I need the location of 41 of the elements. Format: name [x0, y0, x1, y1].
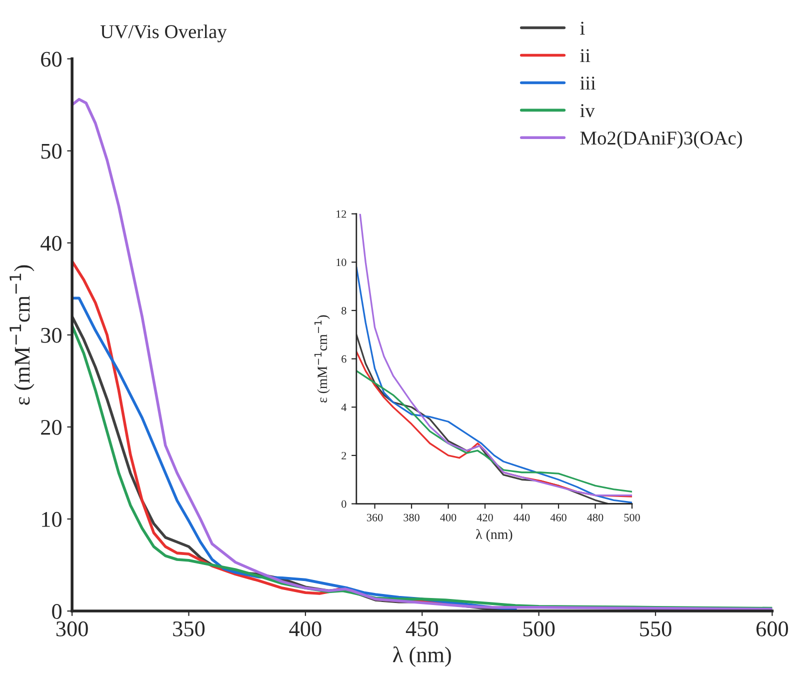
y-tick-label: 30 — [41, 328, 62, 343]
x-tick-label: 600 — [756, 621, 788, 636]
x-tick-label: 360 — [366, 514, 383, 522]
x-tick-label: 500 — [523, 621, 555, 636]
legend-label: ii — [580, 49, 590, 62]
x-tick-label: 480 — [587, 514, 604, 522]
y-tick-label: 60 — [41, 52, 62, 67]
y-tick-label: 6 — [342, 355, 346, 363]
y-tick-label: 20 — [41, 420, 62, 435]
y-tick-label: 2 — [342, 452, 346, 460]
y-tick-label: 0 — [342, 500, 346, 508]
y-tick-label: 0 — [52, 604, 62, 619]
y-tick-label: 8 — [342, 306, 346, 314]
x-tick-label: 500 — [624, 514, 640, 522]
x-axis-title: λ (nm) — [476, 529, 512, 542]
y-tick-label: 12 — [336, 210, 346, 218]
y-tick-label: 4 — [341, 404, 347, 411]
line-series — [359, 214, 632, 496]
x-tick-label: 440 — [514, 514, 530, 522]
legend-label: i — [580, 22, 585, 35]
line-series — [356, 370, 632, 493]
x-tick-label: 400 — [440, 514, 456, 522]
y-tick-label: 50 — [41, 144, 62, 159]
x-tick-label: 460 — [550, 514, 566, 522]
x-tick-label: 450 — [406, 621, 438, 636]
y-axis-title: ε (mM$^{−1}$cm$^{−1}$) — [10, 265, 34, 405]
legend-label: iv — [580, 104, 595, 118]
chart-title: UV/Vis Overlay — [100, 24, 227, 42]
x-tick-label: 380 — [404, 514, 420, 522]
legend-label: Mo2(DAniF)3(OAc) — [580, 130, 742, 149]
y-axis-title: ε (mM$^{−1}$cm$^{−1}$) — [314, 315, 330, 402]
y-tick-label: 40 — [40, 236, 62, 251]
x-tick-label: 400 — [289, 621, 322, 636]
x-tick-label: 350 — [173, 621, 205, 636]
y-tick-label: 10 — [336, 258, 346, 266]
x-tick-label: 550 — [640, 621, 672, 636]
x-axis-title: λ (nm) — [392, 646, 451, 667]
legend-label: iii — [580, 76, 596, 90]
x-tick-label: 300 — [56, 621, 88, 636]
x-tick-label: 420 — [476, 514, 493, 522]
y-tick-label: 10 — [42, 512, 62, 527]
